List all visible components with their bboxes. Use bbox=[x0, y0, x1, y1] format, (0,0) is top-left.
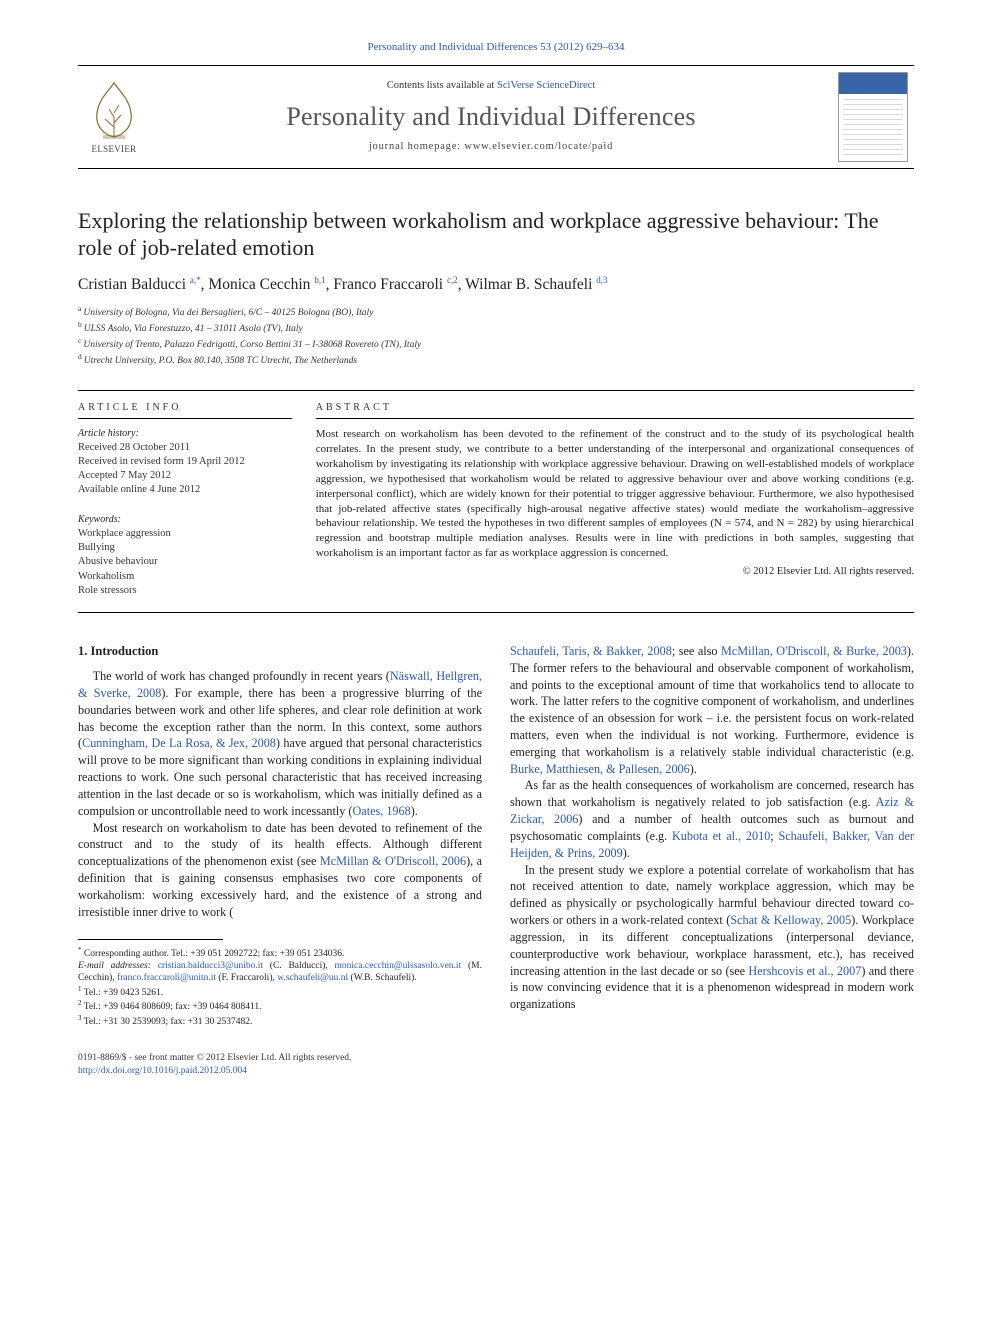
footnote-tel: 3 Tel.: +31 30 2539093; fax: +31 30 2537… bbox=[78, 1014, 482, 1029]
abstract-copyright: © 2012 Elsevier Ltd. All rights reserved… bbox=[316, 565, 914, 579]
affiliation-line: aUniversity of Bologna, Via dei Bersagli… bbox=[78, 304, 914, 320]
ref-burke-2006[interactable]: Burke, Matthiesen, & Pallesen, 2006 bbox=[510, 762, 690, 776]
page-root: Personality and Individual Differences 5… bbox=[0, 0, 992, 1108]
keywords-label: Keywords: bbox=[78, 513, 292, 527]
footer-left: 0191-8869/$ - see front matter © 2012 El… bbox=[78, 1052, 351, 1078]
abstract-text: Most research on workaholism has been de… bbox=[316, 427, 914, 561]
journal-home-url[interactable]: www.elsevier.com/locate/paid bbox=[464, 141, 613, 152]
history-line: Available online 4 June 2012 bbox=[78, 483, 292, 497]
article-title: Exploring the relationship between worka… bbox=[78, 207, 914, 262]
footnotes-block: * Corresponding author. Tel.: +39 051 20… bbox=[78, 939, 482, 1029]
footer-line: 0191-8869/$ - see front matter © 2012 El… bbox=[78, 1052, 914, 1078]
keyword-line: Bullying bbox=[78, 541, 292, 555]
keyword-line: Abusive behaviour bbox=[78, 555, 292, 569]
contents-available-line: Contents lists available at SciVerse Sci… bbox=[150, 79, 832, 93]
history-line: Received 28 October 2011 bbox=[78, 441, 292, 455]
footnote-rule bbox=[78, 939, 223, 940]
body-columns: 1. Introduction The world of work has ch… bbox=[78, 643, 914, 1028]
footer-front-matter: 0191-8869/$ - see front matter © 2012 El… bbox=[78, 1052, 351, 1065]
history-line: Accepted 7 May 2012 bbox=[78, 469, 292, 483]
journal-title: Personality and Individual Differences bbox=[150, 99, 832, 134]
keyword-line: Workaholism bbox=[78, 570, 292, 584]
publisher-logo-block: ELSEVIER bbox=[78, 72, 150, 162]
section-heading-1: 1. Introduction bbox=[78, 643, 482, 660]
affiliation-line: cUniversity of Trento, Palazzo Fedrigott… bbox=[78, 336, 914, 352]
abstract-column: ABSTRACT Most research on workaholism ha… bbox=[304, 391, 914, 612]
ref-mcmillan-2006[interactable]: McMillan & O'Driscoll, 2006 bbox=[320, 854, 466, 868]
footnote-emails: E-mail addresses: cristian.balducci3@uni… bbox=[78, 960, 482, 985]
footnote-tel: 2 Tel.: +39 0464 808609; fax: +39 0464 8… bbox=[78, 999, 482, 1014]
article-info-column: ARTICLE INFO Article history: Received 2… bbox=[78, 391, 304, 612]
sciencedirect-link[interactable]: SciVerse ScienceDirect bbox=[497, 80, 595, 91]
ref-mcmillan-2003[interactable]: McMillan, O'Driscoll, & Burke, 2003 bbox=[721, 644, 907, 658]
contents-prefix: Contents lists available at bbox=[387, 80, 497, 91]
affiliation-line: bULSS Asolo, Via Forestuzzo, 41 – 31011 … bbox=[78, 320, 914, 336]
body-p1: The world of work has changed profoundly… bbox=[78, 668, 482, 819]
body-p2-part2: Schaufeli, Taris, & Bakker, 2008; see al… bbox=[510, 643, 914, 778]
article-info-label: ARTICLE INFO bbox=[78, 401, 292, 420]
footer-doi[interactable]: http://dx.doi.org/10.1016/j.paid.2012.05… bbox=[78, 1065, 351, 1078]
journal-header: ELSEVIER Contents lists available at Sci… bbox=[78, 65, 914, 169]
keyword-line: Role stressors bbox=[78, 584, 292, 598]
history-line: Received in revised form 19 April 2012 bbox=[78, 455, 292, 469]
info-abstract-row: ARTICLE INFO Article history: Received 2… bbox=[78, 390, 914, 613]
ref-kubota-2010[interactable]: Kubota et al., 2010 bbox=[672, 829, 770, 843]
ref-cunningham-2008[interactable]: Cunningham, De La Rosa, & Jex, 2008 bbox=[82, 736, 276, 750]
affiliation-line: dUtrecht University, P.O. Box 80.140, 35… bbox=[78, 352, 914, 368]
body-p2-part1: Most research on workaholism to date has… bbox=[78, 820, 482, 921]
body-p3: As far as the health consequences of wor… bbox=[510, 777, 914, 861]
elsevier-tree-icon bbox=[87, 79, 141, 141]
keyword-line: Workplace aggression bbox=[78, 527, 292, 541]
ref-oates-1968[interactable]: Oates, 1968 bbox=[353, 804, 411, 818]
authors-line: Cristian Balducci a,*, Monica Cecchin b,… bbox=[78, 274, 914, 296]
header-middle: Contents lists available at SciVerse Sci… bbox=[150, 72, 832, 162]
running-citation: Personality and Individual Differences 5… bbox=[78, 40, 914, 55]
journal-cover-thumbnail bbox=[838, 72, 908, 162]
ref-hershcovis-2007[interactable]: Hershcovis et al., 2007 bbox=[748, 964, 861, 978]
journal-cover-block bbox=[832, 72, 914, 162]
footnote-corresponding: * Corresponding author. Tel.: +39 051 20… bbox=[78, 946, 482, 961]
footnote-tel: 1 Tel.: +39 0423 5261. bbox=[78, 985, 482, 1000]
affiliations-block: aUniversity of Bologna, Via dei Bersagli… bbox=[78, 304, 914, 368]
history-label: Article history: bbox=[78, 427, 292, 441]
journal-home-prefix: journal homepage: bbox=[369, 141, 464, 152]
abstract-label: ABSTRACT bbox=[316, 401, 914, 420]
journal-homepage-line: journal homepage: www.elsevier.com/locat… bbox=[150, 140, 832, 154]
publisher-label: ELSEVIER bbox=[92, 143, 137, 155]
ref-schat-2005[interactable]: Schat & Kelloway, 2005 bbox=[730, 913, 851, 927]
body-p4: In the present study we explore a potent… bbox=[510, 862, 914, 1013]
